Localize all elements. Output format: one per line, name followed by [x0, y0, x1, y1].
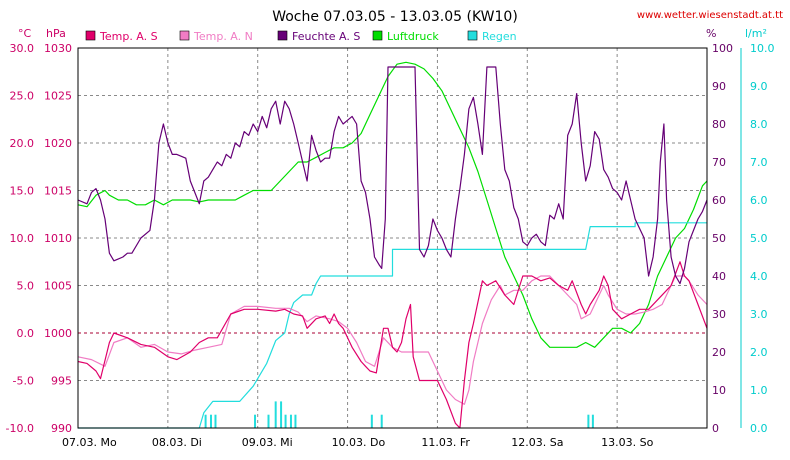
x-tick-label: 11.03. Fr: [421, 436, 470, 449]
humidity-tick-label: 30: [712, 308, 726, 321]
pressure-tick-label: 1015: [44, 185, 72, 198]
pressure-tick-label: 1005: [44, 280, 72, 293]
pressure-tick-label: 995: [51, 375, 72, 388]
humidity-tick-label: 10: [712, 384, 726, 397]
rain-bar: [280, 401, 283, 428]
x-tick-label: 12.03. Sa: [511, 436, 563, 449]
rain-tick-label: 3.0: [750, 308, 768, 321]
rain-bar: [214, 414, 217, 428]
series-line-temp-a-s: [77, 261, 708, 429]
unit-pressure: hPa: [46, 27, 66, 40]
rain-tick-label: 7.0: [750, 156, 768, 169]
legend-swatch: [277, 30, 288, 41]
humidity-tick-label: 70: [712, 156, 726, 169]
rain-tick-label: 6.0: [750, 194, 768, 207]
humidity-tick-label: 0: [712, 422, 719, 435]
series-line-temp-a-n: [77, 275, 708, 405]
temp-tick-label: 5.0: [17, 280, 35, 293]
pressure-tick-label: 1025: [44, 90, 72, 103]
temp-tick-label: 15.0: [10, 185, 35, 198]
humidity-tick-label: 40: [712, 270, 726, 283]
humidity-tick-label: 100: [712, 42, 733, 55]
rain-bar: [370, 414, 373, 428]
legend-swatch: [85, 30, 96, 41]
rain-bar: [294, 414, 297, 428]
rain-bar: [209, 414, 212, 428]
series-line-luftdruck: [77, 61, 708, 348]
rain-bar: [587, 414, 590, 428]
humidity-tick-label: 20: [712, 346, 726, 359]
source-url: www.wetter.wiesenstadt.at.tt: [637, 10, 783, 21]
rain-bar: [380, 414, 383, 428]
rain-tick-label: 8.0: [750, 118, 768, 131]
rain-bar: [591, 414, 594, 428]
legend-swatch: [372, 30, 383, 41]
x-tick-label: 08.03. Di: [152, 436, 202, 449]
legend-label: Feuchte A. S: [292, 30, 360, 43]
legend-label: Regen: [482, 30, 517, 43]
rain-tick-label: 5.0: [750, 232, 768, 245]
legend-swatch: [179, 30, 190, 41]
legend-label: Temp. A. N: [193, 30, 253, 43]
rain-tick-label: 9.0: [750, 80, 768, 93]
unit-rain: l/m²: [745, 27, 767, 40]
rain-bar: [254, 414, 257, 428]
axes-group: 30.025.020.015.010.05.00.0-5.0-10.010301…: [6, 42, 775, 449]
rain-tick-label: 4.0: [750, 270, 768, 283]
series-line-feuchte-a-s: [77, 66, 708, 285]
rain-bar: [274, 401, 277, 428]
legend-swatch: [467, 30, 478, 41]
unit-humidity: %: [706, 27, 716, 40]
x-tick-label: 09.03. Mi: [242, 436, 293, 449]
rain-tick-label: 1.0: [750, 384, 768, 397]
rain-bar: [284, 414, 287, 428]
series-group: [77, 61, 708, 429]
rain-tick-label: 0.0: [750, 422, 768, 435]
temp-tick-label: 10.0: [10, 232, 35, 245]
x-tick-label: 10.03. Do: [332, 436, 386, 449]
pressure-tick-label: 1010: [44, 232, 72, 245]
temp-tick-label: -5.0: [13, 375, 34, 388]
rain-tick-label: 10.0: [750, 42, 775, 55]
rain-bar: [267, 414, 270, 428]
pressure-tick-label: 990: [51, 422, 72, 435]
rain-bar: [289, 414, 292, 428]
x-tick-label: 13.03. So: [601, 436, 653, 449]
pressure-tick-label: 1020: [44, 137, 72, 150]
humidity-tick-label: 80: [712, 118, 726, 131]
unit-temp: °C: [18, 27, 32, 40]
temp-tick-label: 30.0: [10, 42, 35, 55]
temp-tick-label: -10.0: [6, 422, 34, 435]
plot-frame: [77, 47, 708, 429]
x-tick-label: 07.03. Mo: [62, 436, 117, 449]
temp-tick-label: 0.0: [17, 327, 35, 340]
temp-tick-label: 25.0: [10, 90, 35, 103]
rain-bar: [204, 414, 207, 428]
humidity-tick-label: 60: [712, 194, 726, 207]
temp-tick-label: 20.0: [10, 137, 35, 150]
legend-label: Luftdruck: [387, 30, 439, 43]
legend: Temp. A. S Temp. A. N Feuchte A. S Luftdruc…: [85, 30, 517, 43]
pressure-tick-label: 1000: [44, 327, 72, 340]
series-line-regen: [78, 222, 707, 429]
pressure-tick-label: 1030: [44, 42, 72, 55]
rain-bars-group: [204, 401, 594, 428]
chart-title: Woche 07.03.05 - 13.03.05 (KW10): [272, 9, 518, 25]
rain-tick-label: 2.0: [750, 346, 768, 359]
humidity-tick-label: 50: [712, 232, 726, 245]
humidity-tick-label: 90: [712, 80, 726, 93]
legend-label: Temp. A. S: [99, 30, 158, 43]
